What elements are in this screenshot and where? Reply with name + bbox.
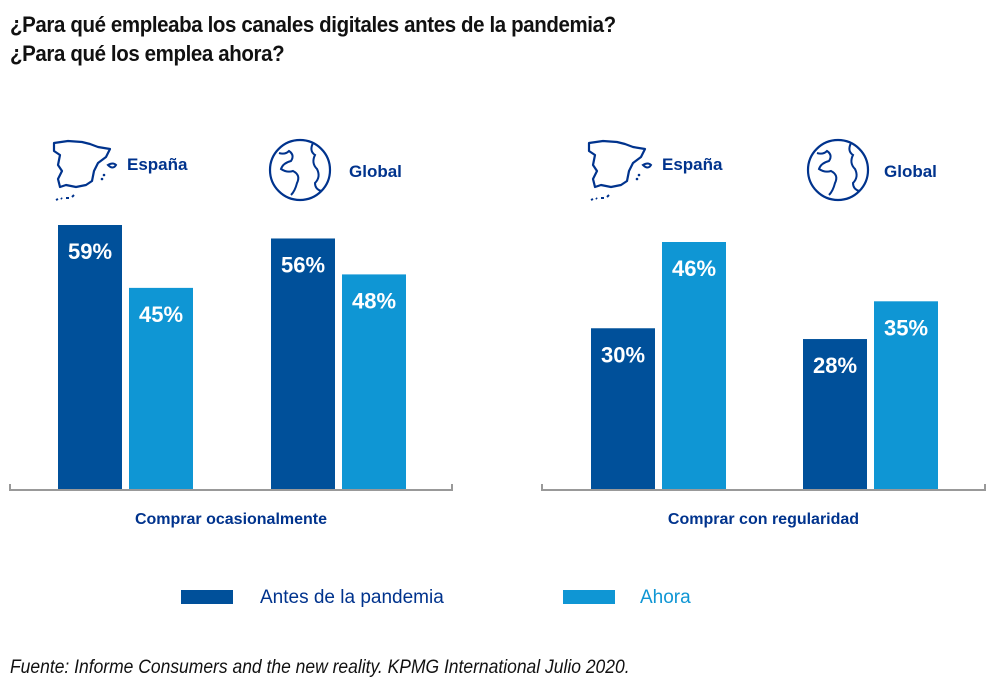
bar-ahora-global [874, 301, 938, 490]
bar-value-label: 35% [884, 315, 928, 340]
region-label-espana-right: España [662, 155, 723, 174]
category-label-ocasionalmente: Comprar ocasionalmente [134, 511, 328, 528]
bar-value-label: 30% [601, 342, 645, 367]
bar-antes-espana [58, 225, 122, 490]
globe-icon [268, 138, 332, 202]
source-note: Fuente: Informe Consumers and the new re… [10, 657, 630, 678]
x-axis-line [9, 484, 453, 491]
category-label-regularidad: Comprar con regularidad [667, 511, 860, 528]
region-label-global-left: Global [349, 162, 402, 181]
bar-value-label: 48% [352, 288, 396, 313]
bar-antes-global [271, 238, 335, 490]
bar-value-label: 45% [139, 302, 183, 327]
bar-value-label: 56% [281, 252, 325, 277]
bar-value-label: 59% [68, 239, 112, 264]
bar-value-label: 46% [672, 256, 716, 281]
legend-label-antes: Antes de la pandemia [260, 587, 444, 608]
bar-ahora-espana [129, 287, 193, 490]
chart-title: ¿Para qué empleaba los canales digitales… [10, 10, 616, 68]
bar-ahora-global [342, 274, 406, 490]
bar-ahora-espana [662, 242, 726, 490]
region-label-global-right: Global [884, 162, 937, 181]
title-line-2: ¿Para qué los emplea ahora? [10, 41, 285, 66]
title-line-1: ¿Para qué empleaba los canales digitales… [10, 12, 616, 37]
x-axis-line [541, 484, 986, 491]
bar-antes-global [803, 339, 867, 490]
spain-map-icon [52, 139, 118, 201]
legend-label-ahora: Ahora [640, 587, 691, 608]
bar-value-label: 28% [813, 353, 857, 378]
bar-antes-espana [591, 328, 655, 490]
region-label-espana-left: España [127, 155, 188, 174]
globe-icon [806, 138, 870, 202]
spain-map-icon [587, 139, 653, 201]
legend-swatch-ahora [563, 590, 615, 604]
legend-swatch-antes [181, 590, 233, 604]
